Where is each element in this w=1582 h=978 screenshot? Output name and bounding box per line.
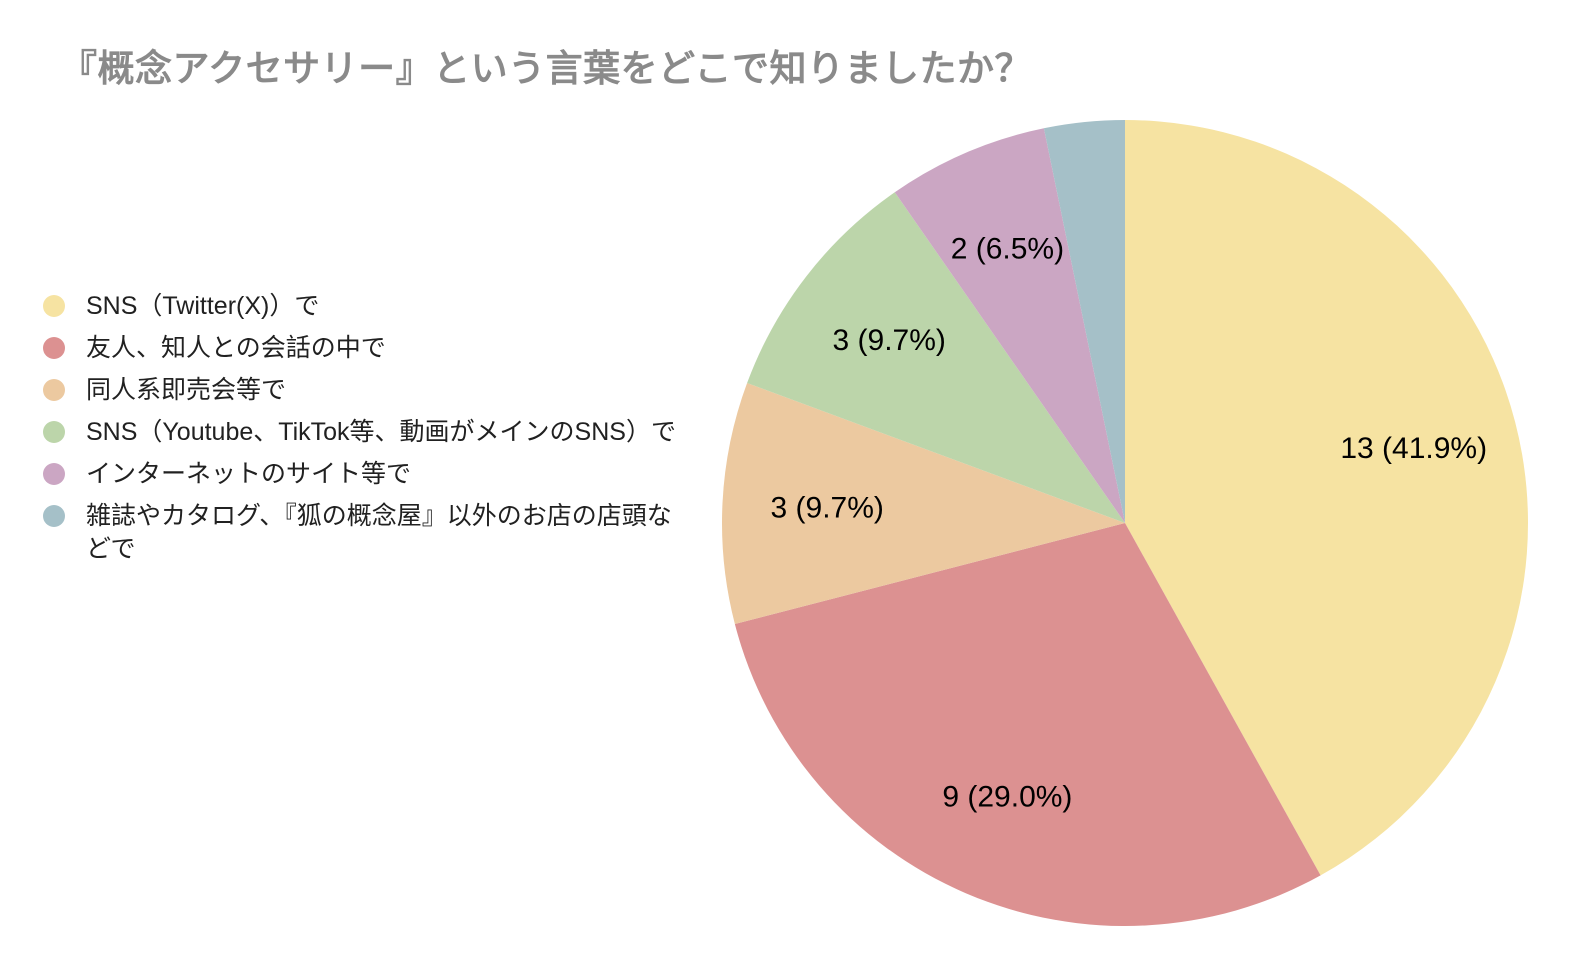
pie-slice-5[interactable]: [1043, 120, 1125, 523]
pie-slice-4[interactable]: [894, 128, 1125, 523]
legend: SNS（Twitter(X)）で 友人、知人との会話の中で 同人系即売会等で S…: [43, 290, 688, 575]
pie-slice-label-2: 3 (9.7%): [771, 491, 884, 524]
pie-slice-1[interactable]: [734, 523, 1321, 927]
legend-item-label: 同人系即売会等で: [86, 376, 287, 404]
legend-item: SNS（Twitter(X)）で: [43, 290, 688, 323]
legend-item: インターネットのサイト等で: [43, 458, 688, 491]
legend-item-label: 雑誌やカタログ、『狐の概念屋』以外のお店の店頭などで: [86, 502, 672, 563]
chart-title: 『概念アクセサリー』という言葉をどこで知りましたか？: [60, 48, 1033, 89]
legend-item-label: 友人、知人との会話の中で: [86, 334, 386, 362]
pie-slice-label-0: 13 (41.9%): [1340, 432, 1487, 465]
legend-color-swatch: [43, 463, 65, 485]
legend-color-swatch: [43, 379, 65, 401]
legend-item: SNS（Youtube、TikTok等、動画がメインのSNS）で: [43, 416, 688, 449]
pie-slice-3[interactable]: [747, 192, 1125, 524]
legend-item-label: SNS（Twitter(X)）で: [86, 292, 320, 320]
legend-item: 雑誌やカタログ、『狐の概念屋』以外のお店の店頭などで: [43, 500, 688, 566]
pie-slice-0[interactable]: [1125, 120, 1529, 876]
legend-color-swatch: [43, 421, 65, 443]
pie-slice-2[interactable]: [721, 383, 1125, 625]
pie-slice-label-3: 3 (9.7%): [833, 324, 946, 357]
legend-item-label: SNS（Youtube、TikTok等、動画がメインのSNS）で: [86, 418, 676, 446]
legend-color-swatch: [43, 337, 65, 359]
pie-slice-label-1: 9 (29.0%): [942, 781, 1072, 814]
pie-slice-label-4: 2 (6.5%): [951, 232, 1064, 265]
legend-color-swatch: [43, 295, 65, 317]
legend-item: 友人、知人との会話の中で: [43, 332, 688, 365]
legend-item: 同人系即売会等で: [43, 374, 688, 407]
legend-color-swatch: [43, 505, 65, 527]
legend-item-label: インターネットのサイト等で: [86, 460, 412, 488]
